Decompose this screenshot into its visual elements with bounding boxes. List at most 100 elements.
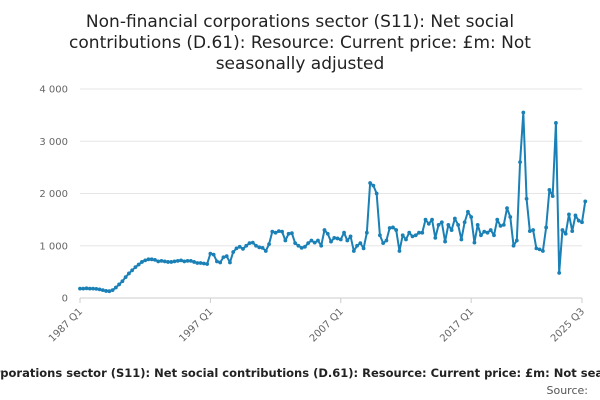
data-point (407, 230, 412, 235)
data-point (91, 286, 95, 291)
data-point (172, 259, 177, 264)
data-point (306, 241, 311, 246)
data-point (231, 250, 236, 254)
data-point (104, 289, 108, 293)
data-point (469, 215, 474, 219)
data-point (364, 230, 369, 235)
data-point (136, 262, 141, 267)
data-point (563, 231, 568, 236)
data-point (254, 243, 258, 248)
data-point (78, 286, 82, 291)
data-point (544, 225, 549, 230)
data-point (237, 244, 242, 249)
data-point (485, 230, 490, 235)
data-point (426, 221, 431, 226)
x-tick-label: 2007 Q1 (308, 306, 346, 344)
chart-title-line-3: seasonally adjusted (216, 54, 385, 74)
y-tick-label: 0 (62, 294, 68, 305)
data-point (557, 271, 562, 275)
data-point (120, 279, 125, 284)
data-point (501, 222, 506, 227)
data-point (319, 243, 324, 248)
data-point (81, 286, 86, 291)
data-point (550, 194, 555, 199)
data-point (218, 260, 223, 265)
data-point (84, 286, 89, 291)
data-point (456, 222, 461, 227)
y-tick-label: 1 000 (39, 241, 68, 252)
data-point (537, 247, 542, 252)
data-point (404, 237, 408, 242)
data-point (250, 240, 255, 245)
data-point (351, 249, 356, 253)
data-point (397, 249, 402, 253)
data-point (475, 222, 480, 227)
data-point (361, 246, 366, 251)
x-tick-label: 1987 Q1 (47, 306, 85, 344)
data-point (192, 260, 196, 264)
data-point (140, 260, 144, 264)
data-point (459, 237, 464, 242)
data-point (531, 228, 535, 232)
data-point (280, 229, 284, 234)
data-point (332, 236, 337, 240)
data-point (466, 209, 470, 214)
data-point (573, 213, 578, 218)
data-point (241, 246, 245, 251)
data-point (511, 243, 516, 248)
data-point (488, 228, 493, 232)
data-point (100, 288, 105, 293)
x-tick-label: 2025 Q3 (549, 306, 587, 344)
data-point (443, 239, 447, 244)
data-point (228, 260, 232, 265)
data-point (195, 261, 200, 265)
data-point (159, 259, 164, 263)
data-point (420, 230, 425, 235)
data-point (368, 181, 373, 185)
data-point (325, 231, 330, 236)
data-point (224, 254, 229, 259)
data-point (329, 239, 333, 244)
data-point (244, 243, 249, 248)
data-point (342, 230, 346, 235)
data-point (162, 259, 167, 264)
data-point (430, 217, 434, 222)
data-point (94, 286, 99, 291)
data-point (198, 261, 203, 265)
data-point (185, 259, 190, 263)
data-point (348, 234, 353, 239)
data-point (303, 244, 307, 249)
data-point (547, 187, 552, 192)
y-axis-ticks: 0 1 000 2 000 3 000 4 000 (39, 85, 68, 305)
data-point (273, 230, 278, 235)
chart-title-line-1: Non-financial corporations sector (S11):… (86, 12, 514, 32)
data-point (283, 238, 288, 243)
data-point (234, 246, 239, 251)
data-point (495, 217, 500, 222)
data-point (560, 228, 565, 232)
data-point (576, 218, 581, 223)
data-point (117, 282, 122, 287)
data-point (179, 258, 183, 263)
data-point (309, 238, 314, 243)
series-points (78, 110, 588, 294)
chart-title-line-2: contributions (D.61): Resource: Current … (69, 33, 531, 53)
data-point (527, 229, 532, 234)
data-point (215, 259, 219, 264)
data-point (540, 249, 545, 253)
data-point (452, 216, 457, 221)
data-point (257, 245, 262, 250)
data-point (110, 288, 115, 293)
data-point (289, 231, 294, 236)
data-point (146, 257, 151, 262)
data-point (378, 233, 382, 238)
data-point (208, 251, 213, 256)
data-point (335, 236, 340, 241)
chart-title: Non-financial corporations sector (S11):… (69, 12, 531, 74)
data-point (247, 241, 252, 246)
data-point (286, 231, 291, 236)
data-point (126, 271, 131, 276)
data-point (211, 252, 216, 257)
data-point (133, 265, 138, 270)
data-point (462, 220, 467, 225)
